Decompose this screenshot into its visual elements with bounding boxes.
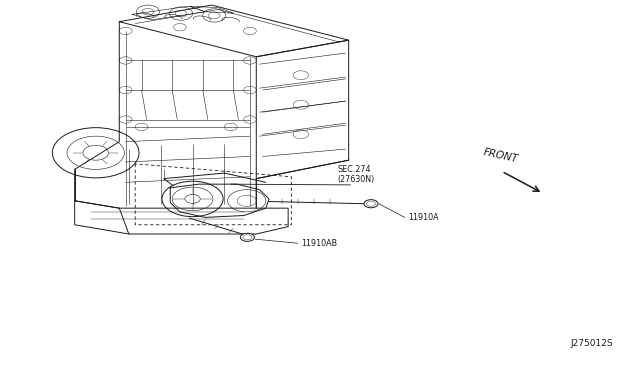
Text: FRONT: FRONT (483, 147, 519, 164)
Circle shape (364, 200, 378, 208)
Text: 11910A: 11910A (408, 213, 438, 222)
Text: J275012S: J275012S (570, 340, 613, 349)
Text: 11910AB: 11910AB (301, 239, 337, 248)
Circle shape (241, 233, 254, 241)
Text: SEC.274
(27630N): SEC.274 (27630N) (338, 165, 375, 184)
